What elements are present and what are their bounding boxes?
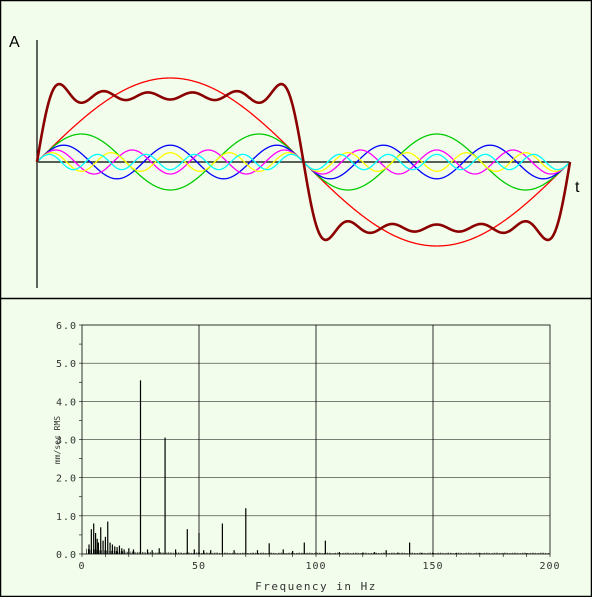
y-tick-label: 6.0 (56, 321, 77, 332)
y-tick-label: 5.0 (56, 359, 77, 370)
fourier-chart: A t (9, 34, 580, 288)
x-tick-label: 50 (192, 561, 206, 572)
y-axis-letter: A (9, 34, 20, 51)
x-axis-label: Frequency in Hz (255, 580, 377, 593)
x-axis-letter: t (575, 179, 580, 196)
square-wave-sum (35, 82, 572, 242)
y-tick-label: 3.0 (56, 436, 77, 447)
x-tick-label: 200 (539, 561, 560, 572)
y-axis-label: mm/sec RMS (53, 416, 62, 464)
x-tick-labels: 0 50 100 150 200 (78, 561, 560, 572)
x-tick-label: 100 (305, 561, 326, 572)
x-tick-label: 150 (422, 561, 443, 572)
spectrum-chart: 0.0 1.0 2.0 3.0 4.0 5.0 6.0 0 50 100 150 200 mm/se… (53, 321, 560, 593)
y-tick-label: 0.0 (56, 550, 77, 561)
noise-floor (86, 548, 549, 554)
grid-lines (79, 324, 551, 557)
y-tick-labels: 0.0 1.0 2.0 3.0 4.0 5.0 6.0 (56, 321, 77, 561)
y-tick-label: 4.0 (56, 397, 77, 408)
spectrum-lines (86, 380, 549, 554)
y-tick-label: 2.0 (56, 474, 77, 485)
series-group (35, 77, 572, 247)
y-tick-label: 1.0 (56, 512, 77, 523)
x-tick-label: 0 (78, 561, 85, 572)
